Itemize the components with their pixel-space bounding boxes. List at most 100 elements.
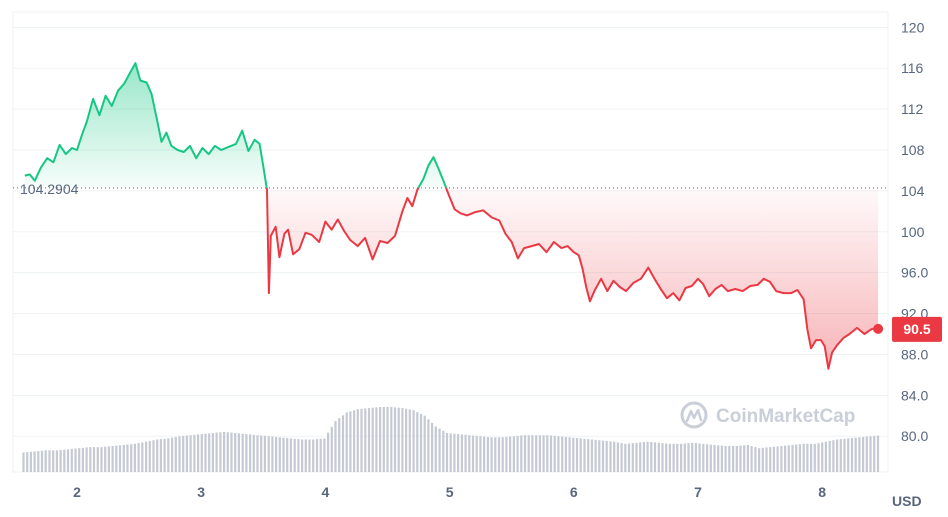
volume-bar xyxy=(130,444,133,472)
volume-bar xyxy=(104,446,107,472)
y-tick-label: 120 xyxy=(901,19,925,35)
volume-bars xyxy=(22,407,880,473)
x-tick-label: 3 xyxy=(197,484,205,500)
volume-bar xyxy=(505,437,508,472)
volume-bar xyxy=(850,438,854,472)
volume-bar xyxy=(115,445,118,472)
volume-bar xyxy=(784,445,787,472)
volume-bar xyxy=(156,439,159,472)
volume-bar xyxy=(89,447,92,472)
volume-bar xyxy=(267,436,270,473)
y-tick-label: 104 xyxy=(901,183,925,199)
volume-bar xyxy=(706,444,709,472)
volume-bar xyxy=(538,435,541,472)
volume-bar xyxy=(55,450,58,472)
volume-bar xyxy=(713,444,716,472)
volume-bar xyxy=(275,437,278,472)
volume-bar xyxy=(509,436,512,472)
volume-bar xyxy=(501,437,504,472)
volume-bar xyxy=(761,447,764,472)
volume-bar xyxy=(353,410,356,473)
volume-bar xyxy=(806,443,809,472)
volume-bar xyxy=(52,450,55,472)
volume-bar xyxy=(256,435,259,472)
volume-bar xyxy=(635,442,638,473)
volume-bar xyxy=(26,452,29,472)
volume-bar xyxy=(739,445,742,472)
volume-bar xyxy=(616,442,619,472)
volume-bar xyxy=(223,431,226,472)
volume-bar xyxy=(419,413,423,472)
volume-bar xyxy=(133,443,136,472)
volume-bar xyxy=(468,435,471,472)
volume-bar xyxy=(486,437,489,472)
volume-bar xyxy=(81,447,84,472)
volume-bar xyxy=(702,443,705,472)
volume-bar xyxy=(111,446,114,472)
volume-bar xyxy=(546,435,549,472)
volume-bar xyxy=(791,444,794,472)
volume-bar xyxy=(561,436,564,472)
volume-bar xyxy=(282,437,285,472)
volume-bar xyxy=(393,407,397,472)
volume-bar xyxy=(263,435,266,472)
volume-bar xyxy=(728,446,731,472)
volume-bar xyxy=(96,447,99,472)
volume-bar xyxy=(297,439,300,472)
volume-bar xyxy=(668,443,671,472)
volume-bar xyxy=(174,437,177,472)
volume-bar xyxy=(490,437,493,472)
volume-bar xyxy=(249,434,252,472)
volume-bar xyxy=(657,442,660,473)
watermark-text: CoinMarketCap xyxy=(716,406,855,427)
volume-bar xyxy=(323,438,326,472)
volume-bar xyxy=(252,434,255,472)
volume-bar xyxy=(665,443,668,472)
volume-bar xyxy=(319,438,322,472)
volume-bar xyxy=(765,447,768,472)
volume-bar xyxy=(63,449,66,472)
volume-bar xyxy=(642,442,645,472)
y-tick-label: 116 xyxy=(901,60,924,76)
volume-bar xyxy=(59,450,62,472)
y-tick-label: 100 xyxy=(901,224,925,240)
volume-bar xyxy=(691,442,694,473)
volume-bar xyxy=(182,435,185,472)
volume-bar xyxy=(564,437,567,472)
volume-bar xyxy=(48,450,51,472)
volume-bar xyxy=(553,435,556,472)
volume-bar xyxy=(735,446,738,472)
volume-bar xyxy=(542,435,545,472)
volume-bar xyxy=(126,444,129,472)
y-tick-label: 80.0 xyxy=(901,428,928,444)
volume-bar xyxy=(520,435,523,472)
volume-bar xyxy=(230,432,233,472)
volume-bar xyxy=(37,451,40,472)
volume-bar xyxy=(862,437,865,472)
volume-bar xyxy=(865,436,868,472)
volume-bar xyxy=(720,445,723,472)
y-tick-label: 112 xyxy=(901,101,924,117)
volume-bar xyxy=(152,440,155,472)
volume-bar xyxy=(163,438,166,472)
volume-bar xyxy=(854,437,857,472)
volume-bar xyxy=(367,408,371,472)
current-price-tag-bg xyxy=(892,316,942,342)
volume-bar xyxy=(141,442,144,472)
volume-bar xyxy=(234,433,237,472)
volume-bar xyxy=(457,434,460,472)
volume-bar xyxy=(334,421,337,472)
volume-bar xyxy=(687,443,690,472)
volume-bar xyxy=(304,439,307,472)
x-axis: 2 3 4 5 6 7 8 xyxy=(73,484,826,500)
volume-bar xyxy=(598,440,601,472)
coinmarketcap-logo-icon xyxy=(680,401,708,429)
volume-bar xyxy=(780,446,783,472)
volume-bar xyxy=(308,439,311,472)
volume-bar xyxy=(215,432,218,472)
volume-bar xyxy=(475,435,478,472)
volume-bar xyxy=(341,415,345,472)
volume-bar xyxy=(327,432,330,472)
volume-bar xyxy=(330,426,333,472)
volume-bar xyxy=(438,428,441,472)
